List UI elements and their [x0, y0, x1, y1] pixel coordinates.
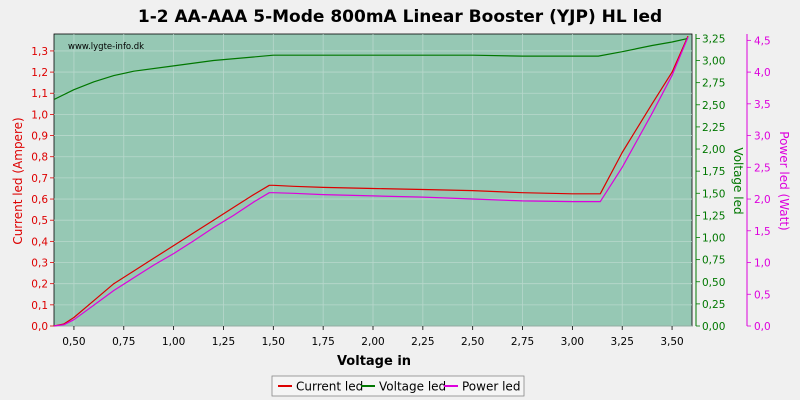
y-tick-label-left: 0,0: [31, 321, 48, 333]
current-led-line: [53, 35, 689, 327]
y-tick-label-power: 3,5: [754, 99, 771, 111]
y-tick-label-voltage: 2,75: [702, 78, 725, 90]
y-tick-label-voltage: 0,25: [702, 299, 725, 311]
y-tick-label-voltage: 0,00: [702, 321, 725, 333]
y-tick-label-left: 1,2: [31, 67, 48, 79]
y-axis-label-power: Power led (Watt): [777, 131, 791, 230]
y-tick-label-power: 3,0: [754, 131, 771, 143]
x-tick-label: 1,25: [212, 336, 235, 348]
legend-item-voltage-label: Voltage led: [379, 380, 446, 394]
y-axis-label-left: Current led (Ampere): [11, 117, 25, 244]
voltage-led-line: [53, 37, 689, 101]
y-tick-label-power: 1,0: [754, 258, 771, 270]
axes: 0,50 0,75 1,00 1,25 1,50 1,75 2,00 2,25 2,50 2,75…: [31, 33, 770, 348]
y-tick-label-power: 4,5: [754, 35, 771, 47]
watermark: www.lygte-info.dk: [68, 42, 144, 52]
x-tick-label: 3,25: [611, 336, 634, 348]
y-tick-label-left: 0,7: [31, 173, 48, 185]
y-tick-label-voltage: 2,50: [702, 100, 725, 112]
legend-item-power-label: Power led: [462, 380, 520, 394]
y-tick-label-left: 0,3: [31, 258, 48, 270]
y-tick-label-voltage: 3,25: [702, 33, 725, 45]
y-tick-label-power: 0,5: [754, 289, 771, 301]
legend-item-current-label: Current led: [296, 380, 363, 394]
chart-title: 1-2 AA-AAA 5-Mode 800mA Linear Booster (…: [138, 7, 662, 27]
y-tick-label-power: 0,0: [754, 321, 771, 333]
y-tick-label-voltage: 1,00: [702, 233, 725, 245]
y-tick-label-power: 4,0: [754, 67, 771, 79]
y-tick-label-voltage: 1,75: [702, 166, 725, 178]
y-tick-label-left: 1,1: [31, 88, 48, 100]
y-tick-label-left: 1,0: [31, 109, 48, 121]
y-tick-label-left: 0,4: [31, 236, 48, 248]
x-tick-label: 3,50: [660, 336, 683, 348]
x-tick-label: 3,00: [561, 336, 584, 348]
y-tick-label-voltage: 1,50: [702, 188, 725, 200]
x-tick-label: 2,25: [411, 336, 434, 348]
power-led-line: [53, 36, 689, 327]
y-tick-label-voltage: 2,00: [702, 144, 725, 156]
x-axis-label: Voltage in: [337, 354, 411, 369]
y-tick-label-left: 1,3: [31, 46, 48, 58]
y-axis-label-voltage: Voltage led: [731, 147, 745, 214]
y-tick-label-voltage: 0,50: [702, 277, 725, 289]
legend: Current led Voltage led Power led: [271, 375, 525, 397]
x-tick-label: 1,00: [162, 336, 185, 348]
y-tick-label-left: 0,1: [31, 300, 48, 312]
x-tick-label: 1,75: [311, 336, 334, 348]
y-tick-label-power: 2,0: [754, 194, 771, 206]
x-tick-label: 2,75: [511, 336, 534, 348]
y-tick-label-voltage: 1,25: [702, 210, 725, 222]
y-tick-label-left: 0,2: [31, 279, 48, 291]
y-tick-label-left: 0,8: [31, 152, 48, 164]
x-tick-label: 0,50: [62, 336, 85, 348]
y-tick-label-voltage: 3,00: [702, 56, 725, 68]
y-tick-label-left: 0,9: [31, 131, 48, 143]
y-tick-label-left: 0,5: [31, 215, 48, 227]
x-tick-label: 1,50: [262, 336, 285, 348]
x-tick-label: 2,00: [361, 336, 384, 348]
legend-box: [271, 375, 525, 397]
y-tick-label-power: 2,5: [754, 162, 771, 174]
y-tick-label-left: 0,6: [31, 194, 48, 206]
x-tick-label: 2,50: [461, 336, 484, 348]
x-tick-label: 0,75: [112, 336, 135, 348]
y-tick-label-power: 1,5: [754, 226, 771, 238]
y-tick-label-voltage: 2,25: [702, 122, 725, 134]
y-tick-label-voltage: 0,75: [702, 255, 725, 267]
plot-area: [53, 33, 693, 327]
